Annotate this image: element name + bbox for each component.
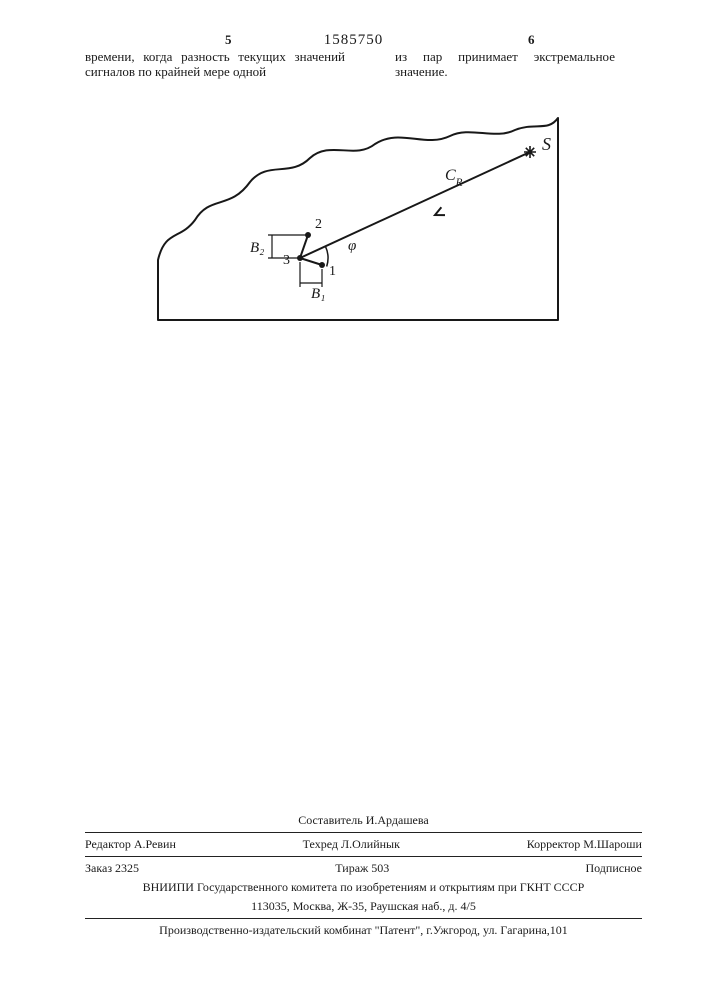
editorial-row: Редактор А.Ревин Техред Л.Олийнык Коррек…	[85, 835, 642, 854]
body-text-right: из пар принимает экстремальное значение.	[395, 50, 615, 80]
imprint-block: Составитель И.Ардашева Редактор А.Ревин …	[85, 811, 642, 940]
svg-text:B₁: B₁	[311, 286, 325, 302]
column-number-right: 6	[528, 32, 535, 48]
org-line-2: 113035, Москва, Ж-35, Раушская наб., д. …	[85, 897, 642, 916]
svg-text:1: 1	[329, 264, 336, 279]
tirazh: Тираж 503	[335, 861, 389, 876]
column-number-left: 5	[225, 32, 232, 48]
corrector-name: Корректор М.Шароши	[527, 837, 642, 852]
editor-name: Редактор А.Ревин	[85, 837, 176, 852]
rule	[85, 832, 642, 833]
compiler-line: Составитель И.Ардашева	[85, 811, 642, 830]
document-number: 1585750	[324, 32, 384, 49]
svg-text:S: S	[542, 134, 551, 154]
rule	[85, 856, 642, 857]
svg-text:3: 3	[283, 253, 290, 268]
body-text-left: времени, когда разность текущих значений…	[85, 50, 345, 80]
rule	[85, 918, 642, 919]
press-line: Производственно-издательский комбинат "П…	[85, 921, 642, 940]
figure-diagram: S CR φ1 2 3 B₁ B₂	[150, 110, 570, 340]
order-number: Заказ 2325	[85, 861, 139, 876]
svg-text:CR: CR	[445, 167, 463, 189]
order-row: Заказ 2325 Тираж 503 Подписное	[85, 859, 642, 878]
svg-text:φ: φ	[348, 238, 356, 254]
svg-text:2: 2	[315, 217, 322, 232]
svg-text:B₂: B₂	[250, 240, 264, 256]
subscription: Подписное	[585, 861, 642, 876]
techred-name: Техред Л.Олийнык	[303, 837, 400, 852]
org-line-1: ВНИИПИ Государственного комитета по изоб…	[85, 878, 642, 897]
